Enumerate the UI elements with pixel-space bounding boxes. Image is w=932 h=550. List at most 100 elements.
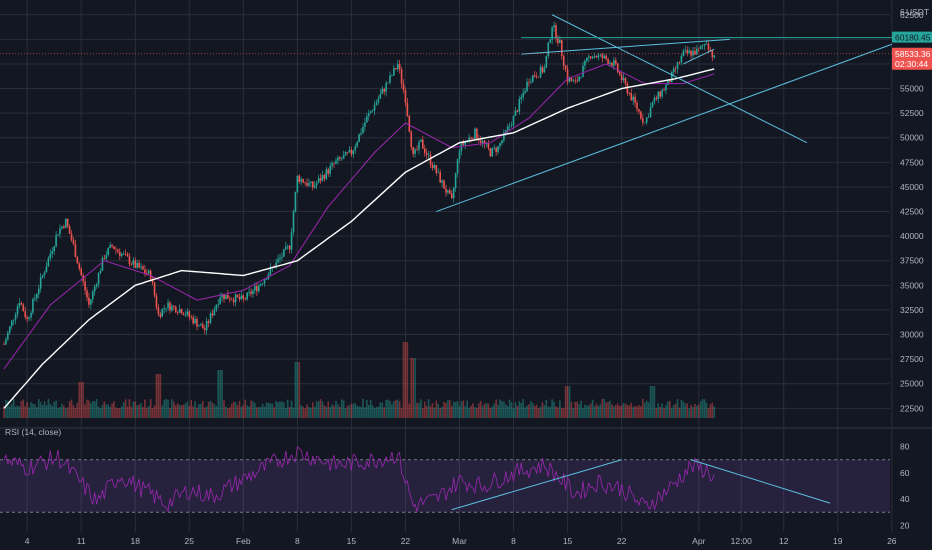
candle-body xyxy=(518,99,521,112)
volume-bar xyxy=(169,407,171,418)
volume-bar xyxy=(703,399,706,418)
candle-body xyxy=(452,188,455,199)
candle-body xyxy=(209,313,212,323)
candle-body xyxy=(406,102,409,116)
trendline[interactable] xyxy=(436,43,892,213)
candle-body xyxy=(333,163,335,164)
volume-bar xyxy=(626,404,629,418)
volume-bar xyxy=(147,406,150,418)
volume-bar xyxy=(66,407,69,418)
volume-bar xyxy=(70,399,73,418)
candle-body xyxy=(213,309,216,316)
candle-body xyxy=(439,172,441,183)
price-tick-label: 35000 xyxy=(900,280,924,290)
volume-bar xyxy=(505,404,507,418)
candle-body xyxy=(479,140,482,143)
candle-body xyxy=(694,50,696,55)
candle-body xyxy=(402,83,405,91)
volume-bar xyxy=(549,406,551,418)
candle-body xyxy=(663,89,665,91)
volume-bar xyxy=(528,404,530,418)
volume-bar xyxy=(470,405,472,418)
volume-bar xyxy=(86,399,88,418)
trendline[interactable] xyxy=(551,14,808,144)
candle-body xyxy=(144,269,146,273)
candle-body xyxy=(192,317,194,324)
volume-bar xyxy=(684,403,687,418)
candle-body xyxy=(95,284,98,287)
trendline[interactable] xyxy=(683,48,715,65)
volume-bar xyxy=(105,404,108,418)
volume-bar xyxy=(188,405,191,418)
volume-bar xyxy=(269,403,272,418)
rsi-trendline[interactable] xyxy=(451,459,622,511)
rsi-pane[interactable] xyxy=(0,445,890,513)
volume-bar xyxy=(360,406,362,418)
trendline[interactable] xyxy=(521,38,730,55)
candle-body xyxy=(393,67,395,76)
volume-bar xyxy=(688,408,690,418)
volume-bar xyxy=(28,407,30,418)
candle-body xyxy=(294,192,297,212)
volume-bar xyxy=(22,399,25,418)
candle-body xyxy=(126,254,129,257)
candle-body xyxy=(246,292,248,300)
candle-body xyxy=(310,181,312,184)
ma-short-line xyxy=(3,63,715,370)
candle-body xyxy=(5,339,7,345)
volume-bar xyxy=(49,403,52,418)
candle-body xyxy=(288,245,291,250)
price-tag-high-label: 60180.45 xyxy=(895,33,931,43)
volume-bar xyxy=(593,406,596,418)
candlestick-series[interactable] xyxy=(3,21,716,346)
candle-body xyxy=(423,148,426,153)
candle-body xyxy=(136,262,138,268)
volume-bar xyxy=(117,408,119,418)
volume-bar xyxy=(551,399,553,418)
volume-bar xyxy=(476,407,478,418)
candle-body xyxy=(495,147,497,153)
volume-bar xyxy=(122,402,125,418)
candle-body xyxy=(418,142,420,150)
candle-body xyxy=(522,92,524,98)
volume-bar xyxy=(615,404,617,418)
volume-bar xyxy=(180,405,183,418)
candle-body xyxy=(373,104,376,111)
candle-body xyxy=(184,314,187,316)
volume-bar xyxy=(686,403,689,418)
candle-body xyxy=(667,79,669,85)
candle-body xyxy=(39,277,42,289)
time-tick-label: 4 xyxy=(25,536,30,546)
candle-body xyxy=(537,76,540,78)
volume-bar xyxy=(495,399,497,418)
volume-bar xyxy=(358,406,360,418)
volume-bar xyxy=(696,405,698,418)
volume-bar xyxy=(142,407,144,418)
volume-bar xyxy=(402,342,405,418)
candle-body xyxy=(686,50,689,54)
candle-body xyxy=(462,142,465,145)
candle-body xyxy=(499,143,501,147)
time-axis[interactable]: 4 11 18 25 Feb 8 15 22 Mar 8 15 22 Apr 12:00 12 19 26 xyxy=(25,536,897,546)
candle-body xyxy=(142,266,144,270)
volume-bar xyxy=(383,407,386,418)
candle-body xyxy=(101,257,104,271)
candle-body xyxy=(163,308,165,309)
volume-bar xyxy=(576,401,579,418)
rsi-line xyxy=(3,445,715,513)
volume-bar xyxy=(130,406,133,418)
volume-bar xyxy=(539,406,542,418)
candle-body xyxy=(296,175,299,193)
price-tick-label: 37500 xyxy=(900,256,924,266)
trendlines[interactable] xyxy=(0,14,892,213)
candle-body xyxy=(624,78,627,84)
rsi-trendline[interactable] xyxy=(690,459,831,504)
candle-body xyxy=(93,286,96,292)
volume-bar xyxy=(163,400,165,418)
volume-bar xyxy=(284,407,287,418)
candle-body xyxy=(516,110,519,112)
volume-bar xyxy=(281,401,283,418)
volume-bar xyxy=(246,405,248,418)
candle-body xyxy=(337,157,339,161)
